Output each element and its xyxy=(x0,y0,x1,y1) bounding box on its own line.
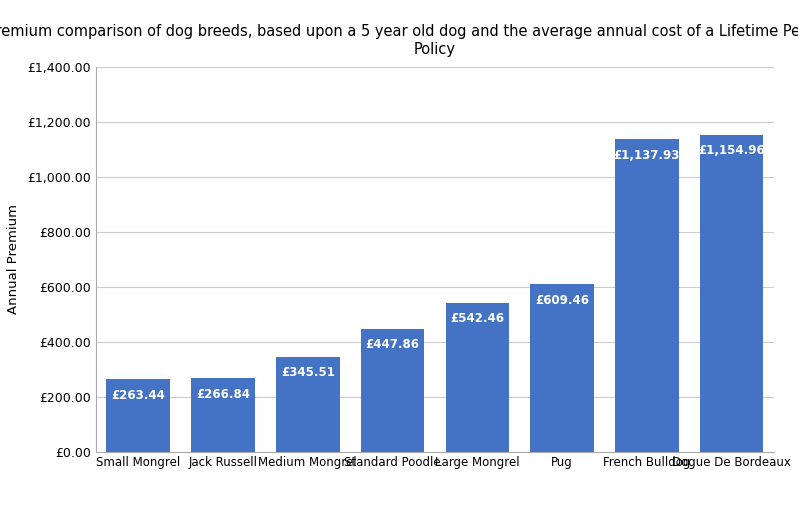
Bar xyxy=(276,357,339,452)
Text: £447.86: £447.86 xyxy=(365,338,420,351)
Bar xyxy=(615,140,678,452)
Text: £345.51: £345.51 xyxy=(281,366,334,379)
Bar xyxy=(531,284,594,452)
Bar xyxy=(445,303,509,452)
Text: £263.44: £263.44 xyxy=(111,389,165,402)
Bar xyxy=(192,378,255,452)
Y-axis label: Annual Premium: Annual Premium xyxy=(7,204,20,315)
Text: £542.46: £542.46 xyxy=(450,312,504,325)
Title: Premium comparison of dog breeds, based upon a 5 year old dog and the average an: Premium comparison of dog breeds, based … xyxy=(0,24,798,57)
Text: £1,137.93: £1,137.93 xyxy=(614,149,680,162)
Text: £609.46: £609.46 xyxy=(535,294,589,307)
Text: £1,154.96: £1,154.96 xyxy=(698,144,765,157)
Bar xyxy=(700,135,764,452)
Bar xyxy=(106,379,170,452)
Text: £266.84: £266.84 xyxy=(196,388,250,401)
Bar xyxy=(361,329,425,452)
